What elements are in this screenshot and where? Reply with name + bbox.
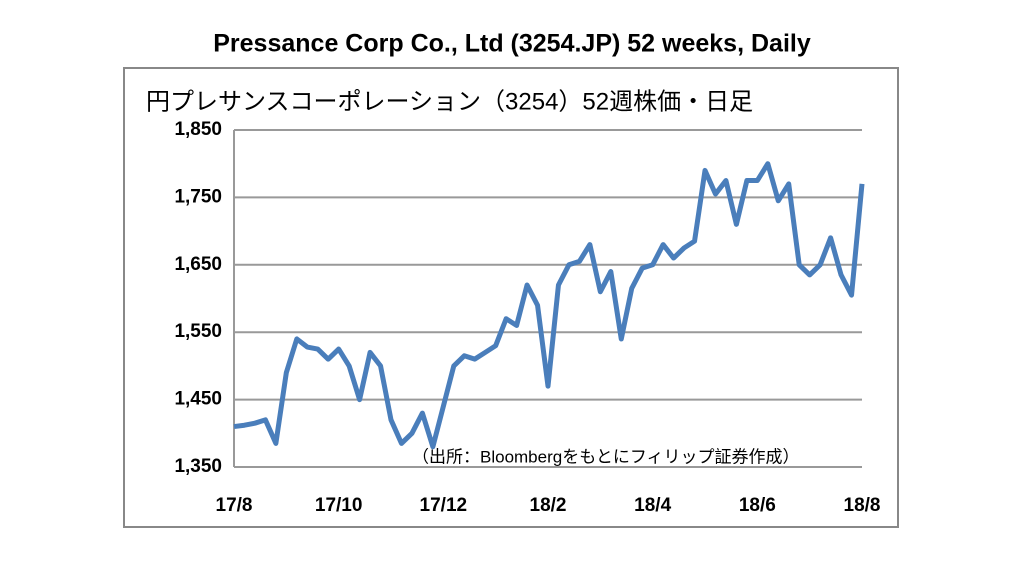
- y-tick-label: 1,450: [174, 389, 222, 410]
- y-tick-label: 1,650: [174, 254, 222, 275]
- y-tick-label: 1,350: [174, 456, 222, 477]
- chart-subtitle: 円プレサンスコーポレーション（3254）52週株価・日足: [146, 88, 753, 115]
- x-tick-label: 18/6: [739, 495, 776, 516]
- x-tick-label: 17/12: [420, 495, 468, 516]
- y-tick-label: 1,750: [174, 186, 222, 207]
- chart-title: Pressance Corp Co., Ltd (3254.JP) 52 wee…: [213, 30, 811, 58]
- price-line: [233, 161, 865, 450]
- y-tick-label: 1,850: [174, 119, 222, 140]
- chart-frame: [123, 67, 899, 528]
- x-tick-label: 17/8: [216, 495, 253, 516]
- x-tick-label: 17/10: [315, 495, 363, 516]
- annotation: （出所：Bloombergをもとにフィリップ証券作成）: [412, 447, 800, 466]
- y-tick-label: 1,550: [174, 321, 222, 342]
- x-tick-label: 18/8: [844, 495, 881, 516]
- x-tick-label: 18/2: [530, 495, 567, 516]
- x-tick-label: 18/4: [634, 495, 671, 516]
